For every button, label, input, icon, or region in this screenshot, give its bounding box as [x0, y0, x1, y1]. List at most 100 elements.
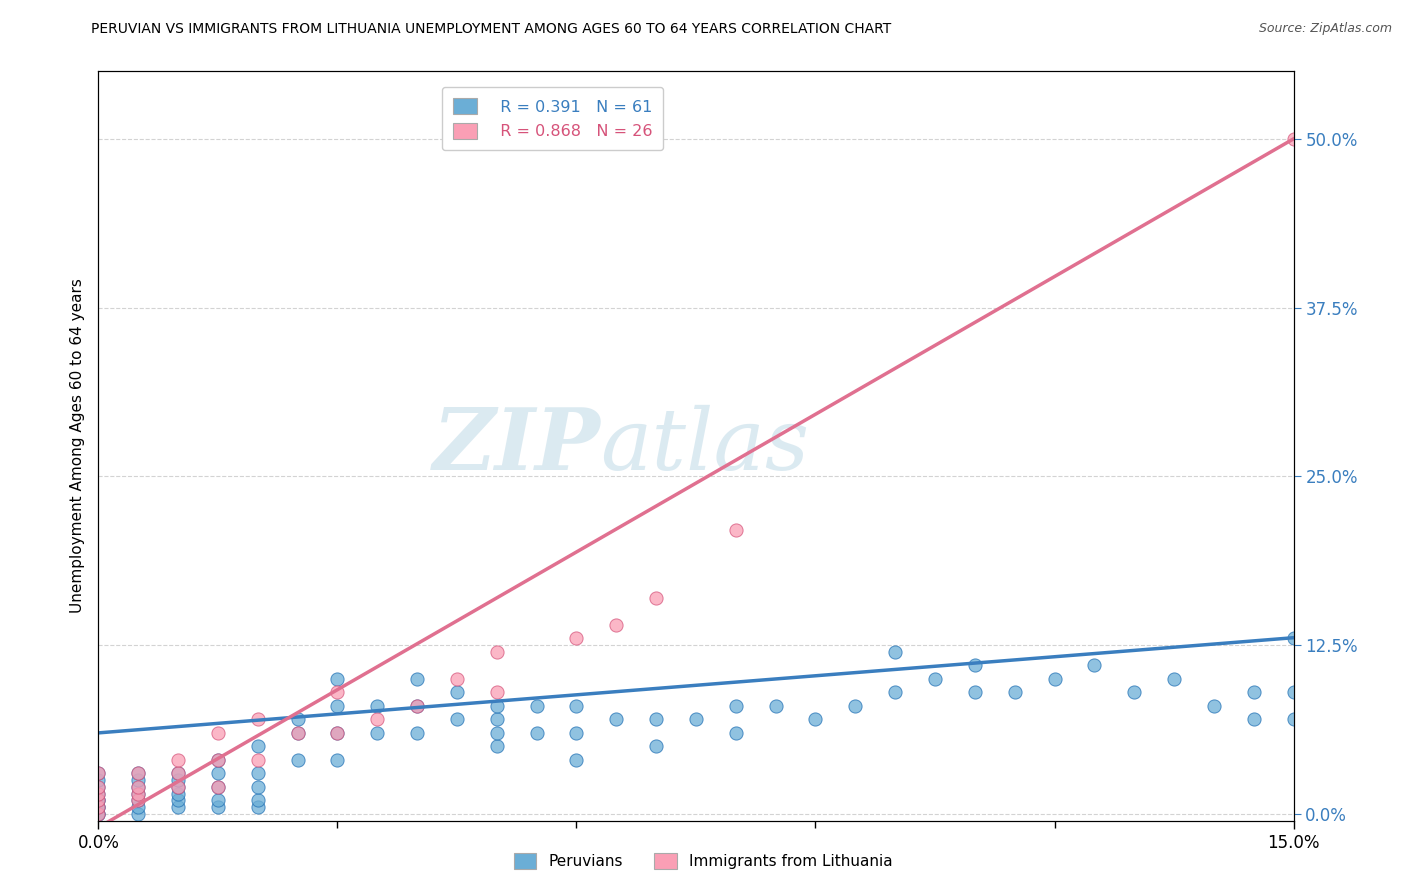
Point [526, 726, 548, 740]
Legend:   R = 0.391   N = 61,   R = 0.868   N = 26: R = 0.391 N = 61, R = 0.868 N = 26 [441, 87, 664, 151]
Point [207, 753, 229, 767]
Point [87, 780, 110, 794]
Point [287, 753, 309, 767]
Point [246, 739, 269, 754]
Point [366, 712, 388, 726]
Point [167, 780, 190, 794]
Point [127, 773, 149, 788]
Point [1243, 712, 1265, 726]
Point [485, 698, 508, 713]
Point [1282, 685, 1305, 699]
Point [167, 753, 190, 767]
Point [87, 793, 110, 807]
Point [167, 800, 190, 814]
Point [485, 726, 508, 740]
Point [287, 726, 309, 740]
Point [287, 712, 309, 726]
Point [884, 645, 907, 659]
Point [167, 780, 190, 794]
Point [1083, 658, 1105, 673]
Text: PERUVIAN VS IMMIGRANTS FROM LITHUANIA UNEMPLOYMENT AMONG AGES 60 TO 64 YEARS COR: PERUVIAN VS IMMIGRANTS FROM LITHUANIA UN… [91, 22, 891, 37]
Point [485, 739, 508, 754]
Point [565, 698, 588, 713]
Point [87, 793, 110, 807]
Point [1043, 672, 1066, 686]
Point [207, 780, 229, 794]
Y-axis label: Unemployment Among Ages 60 to 64 years: Unemployment Among Ages 60 to 64 years [69, 278, 84, 614]
Point [167, 793, 190, 807]
Point [326, 726, 349, 740]
Point [645, 591, 668, 605]
Point [87, 787, 110, 801]
Point [127, 766, 149, 780]
Point [87, 800, 110, 814]
Point [844, 698, 866, 713]
Point [87, 806, 110, 821]
Point [127, 793, 149, 807]
Point [565, 632, 588, 646]
Point [645, 712, 668, 726]
Point [406, 698, 429, 713]
Point [565, 753, 588, 767]
Point [127, 800, 149, 814]
Text: atlas: atlas [600, 405, 810, 487]
Point [406, 672, 429, 686]
Point [1282, 712, 1305, 726]
Point [87, 773, 110, 788]
Text: ZIP: ZIP [433, 404, 600, 488]
Point [326, 698, 349, 713]
Point [207, 793, 229, 807]
Point [87, 766, 110, 780]
Point [87, 787, 110, 801]
Point [167, 766, 190, 780]
Point [127, 806, 149, 821]
Point [127, 780, 149, 794]
Point [87, 806, 110, 821]
Point [765, 698, 787, 713]
Point [1202, 698, 1225, 713]
Point [326, 672, 349, 686]
Point [446, 712, 468, 726]
Point [127, 787, 149, 801]
Point [207, 800, 229, 814]
Point [207, 726, 229, 740]
Point [246, 766, 269, 780]
Point [485, 645, 508, 659]
Point [127, 780, 149, 794]
Point [446, 685, 468, 699]
Point [485, 685, 508, 699]
Point [287, 726, 309, 740]
Point [246, 753, 269, 767]
Point [207, 766, 229, 780]
Point [246, 800, 269, 814]
Point [406, 698, 429, 713]
Point [645, 739, 668, 754]
Point [685, 712, 707, 726]
Point [326, 753, 349, 767]
Point [326, 685, 349, 699]
Text: Source: ZipAtlas.com: Source: ZipAtlas.com [1258, 22, 1392, 36]
Point [366, 698, 388, 713]
Point [246, 793, 269, 807]
Point [127, 766, 149, 780]
Point [485, 712, 508, 726]
Point [87, 766, 110, 780]
Legend: Peruvians, Immigrants from Lithuania: Peruvians, Immigrants from Lithuania [508, 847, 898, 875]
Point [167, 773, 190, 788]
Point [526, 698, 548, 713]
Point [1163, 672, 1185, 686]
Point [127, 793, 149, 807]
Point [565, 726, 588, 740]
Point [127, 787, 149, 801]
Point [1282, 632, 1305, 646]
Point [87, 806, 110, 821]
Point [1282, 132, 1305, 146]
Point [246, 780, 269, 794]
Point [87, 793, 110, 807]
Point [326, 726, 349, 740]
Point [963, 658, 986, 673]
Point [724, 524, 747, 538]
Point [366, 726, 388, 740]
Point [1243, 685, 1265, 699]
Point [446, 672, 468, 686]
